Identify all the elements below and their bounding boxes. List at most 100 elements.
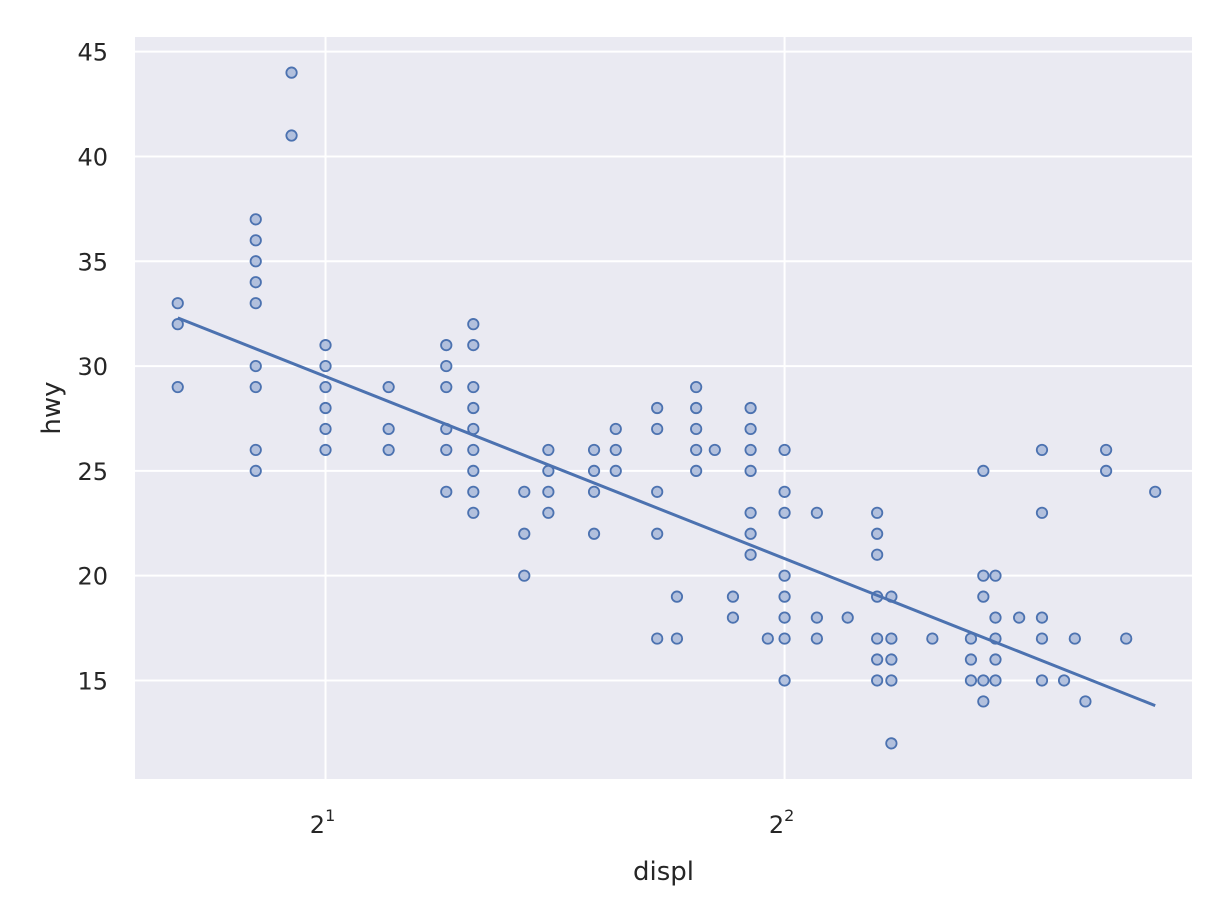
data-point — [744, 548, 757, 561]
data-point — [690, 422, 703, 436]
data-point — [249, 380, 262, 394]
data-point — [989, 674, 1002, 687]
y-axis-ticks: 15 20 25 30 35 40 45 — [77, 39, 108, 696]
data-point — [467, 401, 480, 415]
data-point — [382, 422, 395, 436]
data-point — [542, 443, 555, 457]
data-point — [587, 485, 601, 498]
data-point — [587, 527, 601, 540]
data-point — [744, 527, 757, 540]
data-point — [670, 590, 684, 603]
data-point — [382, 380, 395, 394]
data-point — [249, 464, 262, 477]
data-point — [761, 632, 774, 645]
data-point — [467, 485, 480, 498]
data-point — [651, 527, 664, 540]
y-tick-label: 35 — [77, 248, 108, 276]
data-point — [382, 443, 395, 457]
x-axis-label: displ — [633, 857, 694, 887]
data-point — [885, 632, 898, 645]
data-point — [977, 464, 990, 477]
data-point — [319, 359, 332, 373]
data-point — [778, 569, 791, 582]
y-tick-label: 25 — [77, 458, 108, 486]
x-tick-label: 21 — [310, 806, 335, 839]
data-point — [467, 443, 480, 457]
data-point — [744, 422, 757, 436]
data-point — [249, 213, 262, 226]
y-tick-label: 20 — [77, 563, 108, 591]
data-point — [778, 443, 791, 457]
data-point — [542, 485, 555, 498]
data-point — [249, 297, 262, 310]
data-point — [1057, 674, 1071, 687]
data-point — [609, 464, 622, 477]
grid-lines — [135, 37, 1192, 779]
data-point — [1035, 674, 1049, 687]
data-point — [440, 485, 453, 498]
data-point — [708, 443, 721, 457]
data-point — [977, 695, 990, 708]
data-point — [587, 464, 601, 477]
data-point — [744, 506, 757, 519]
data-point — [726, 611, 740, 624]
data-point — [1120, 632, 1133, 645]
data-point — [778, 590, 791, 603]
data-point — [651, 422, 664, 436]
data-point — [690, 380, 703, 394]
data-point — [926, 632, 939, 645]
data-point — [989, 611, 1002, 624]
data-point — [690, 464, 703, 477]
x-tick-label: 22 — [769, 806, 794, 839]
data-point — [1035, 506, 1049, 519]
data-point — [440, 359, 453, 373]
data-point — [885, 653, 898, 666]
data-point — [778, 611, 791, 624]
data-point — [467, 380, 480, 394]
data-point — [171, 380, 184, 394]
y-axis-label: hwy — [37, 381, 67, 434]
data-point — [319, 401, 332, 415]
data-point — [651, 401, 664, 415]
data-point — [810, 506, 823, 519]
data-point — [964, 674, 978, 687]
data-point — [744, 464, 757, 477]
data-point — [871, 632, 884, 645]
data-point — [841, 611, 854, 624]
data-point — [885, 674, 898, 687]
data-point — [1035, 632, 1049, 645]
data-point — [964, 653, 978, 666]
data-point — [171, 297, 184, 310]
data-point — [440, 380, 453, 394]
data-point — [285, 129, 298, 142]
data-point — [542, 506, 555, 519]
data-point — [670, 632, 684, 645]
data-point — [871, 653, 884, 666]
data-point — [778, 674, 791, 687]
data-point — [285, 66, 298, 79]
data-point — [1035, 443, 1049, 457]
y-tick-label: 15 — [77, 667, 108, 695]
data-point — [977, 674, 990, 687]
data-point — [440, 339, 453, 352]
regression-line — [177, 316, 1156, 708]
data-point — [871, 674, 884, 687]
data-point — [778, 485, 791, 498]
data-point — [467, 464, 480, 477]
data-point — [1100, 443, 1113, 457]
data-point — [690, 443, 703, 457]
data-point — [249, 234, 262, 247]
data-point — [518, 569, 531, 582]
data-point — [885, 737, 898, 750]
y-tick-label: 40 — [77, 143, 108, 171]
data-point — [319, 422, 332, 436]
data-point — [810, 632, 823, 645]
data-point — [609, 422, 622, 436]
x-axis-ticks: 21 22 — [310, 806, 795, 839]
data-point — [1100, 464, 1113, 477]
data-point — [609, 443, 622, 457]
data-point — [651, 632, 664, 645]
data-point — [467, 339, 480, 352]
data-point — [467, 318, 480, 331]
data-point — [1035, 611, 1049, 624]
